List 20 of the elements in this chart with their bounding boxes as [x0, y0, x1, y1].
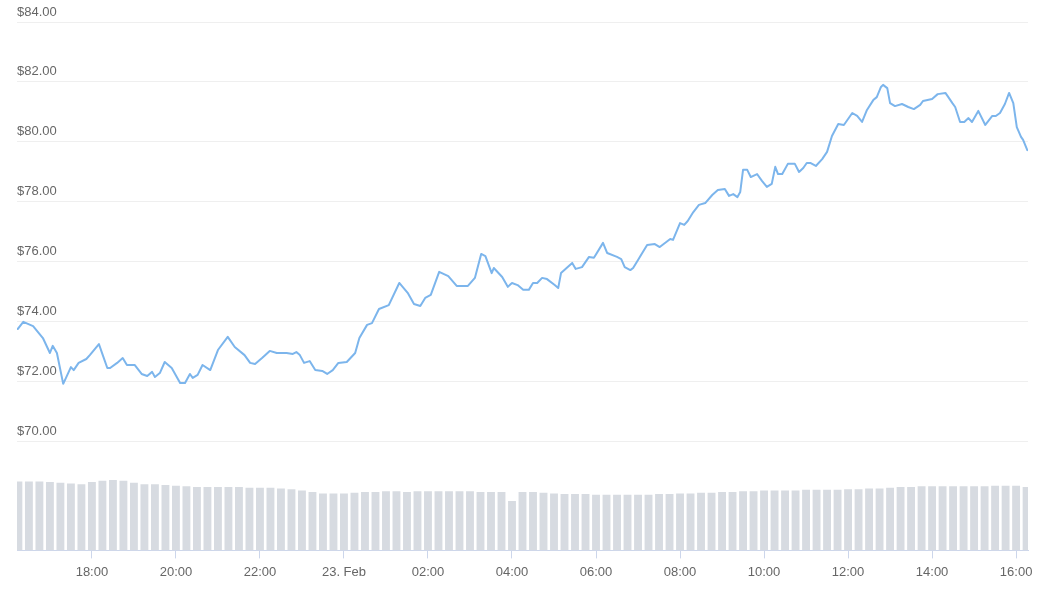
y-tick-label: $74.00 — [17, 302, 57, 318]
y-tick-label: $82.00 — [17, 63, 57, 79]
y-tick-label: $80.00 — [17, 123, 57, 139]
x-tick-label: 02:00 — [411, 563, 445, 579]
x-tick-label: 14:00 — [915, 563, 949, 579]
y-tick-label: $72.00 — [17, 362, 57, 378]
x-tick-label: 16:00 — [999, 563, 1033, 579]
y-tick-label: $76.00 — [17, 243, 57, 259]
x-tick-label: 18:00 — [75, 563, 109, 579]
x-tick-label: 23. Feb — [321, 563, 367, 579]
x-tick-label: 22:00 — [243, 563, 277, 579]
x-tick-label: 12:00 — [831, 563, 865, 579]
y-tick-label: $84.00 — [17, 3, 57, 19]
y-tick-label: $70.00 — [17, 422, 57, 438]
x-tick-label: 06:00 — [579, 563, 613, 579]
x-tick-label: 20:00 — [159, 563, 193, 579]
x-tick-label: 04:00 — [495, 563, 529, 579]
y-tick-label: $78.00 — [17, 183, 57, 199]
x-tick-label: 08:00 — [663, 563, 697, 579]
x-tick-label: 10:00 — [747, 563, 781, 579]
